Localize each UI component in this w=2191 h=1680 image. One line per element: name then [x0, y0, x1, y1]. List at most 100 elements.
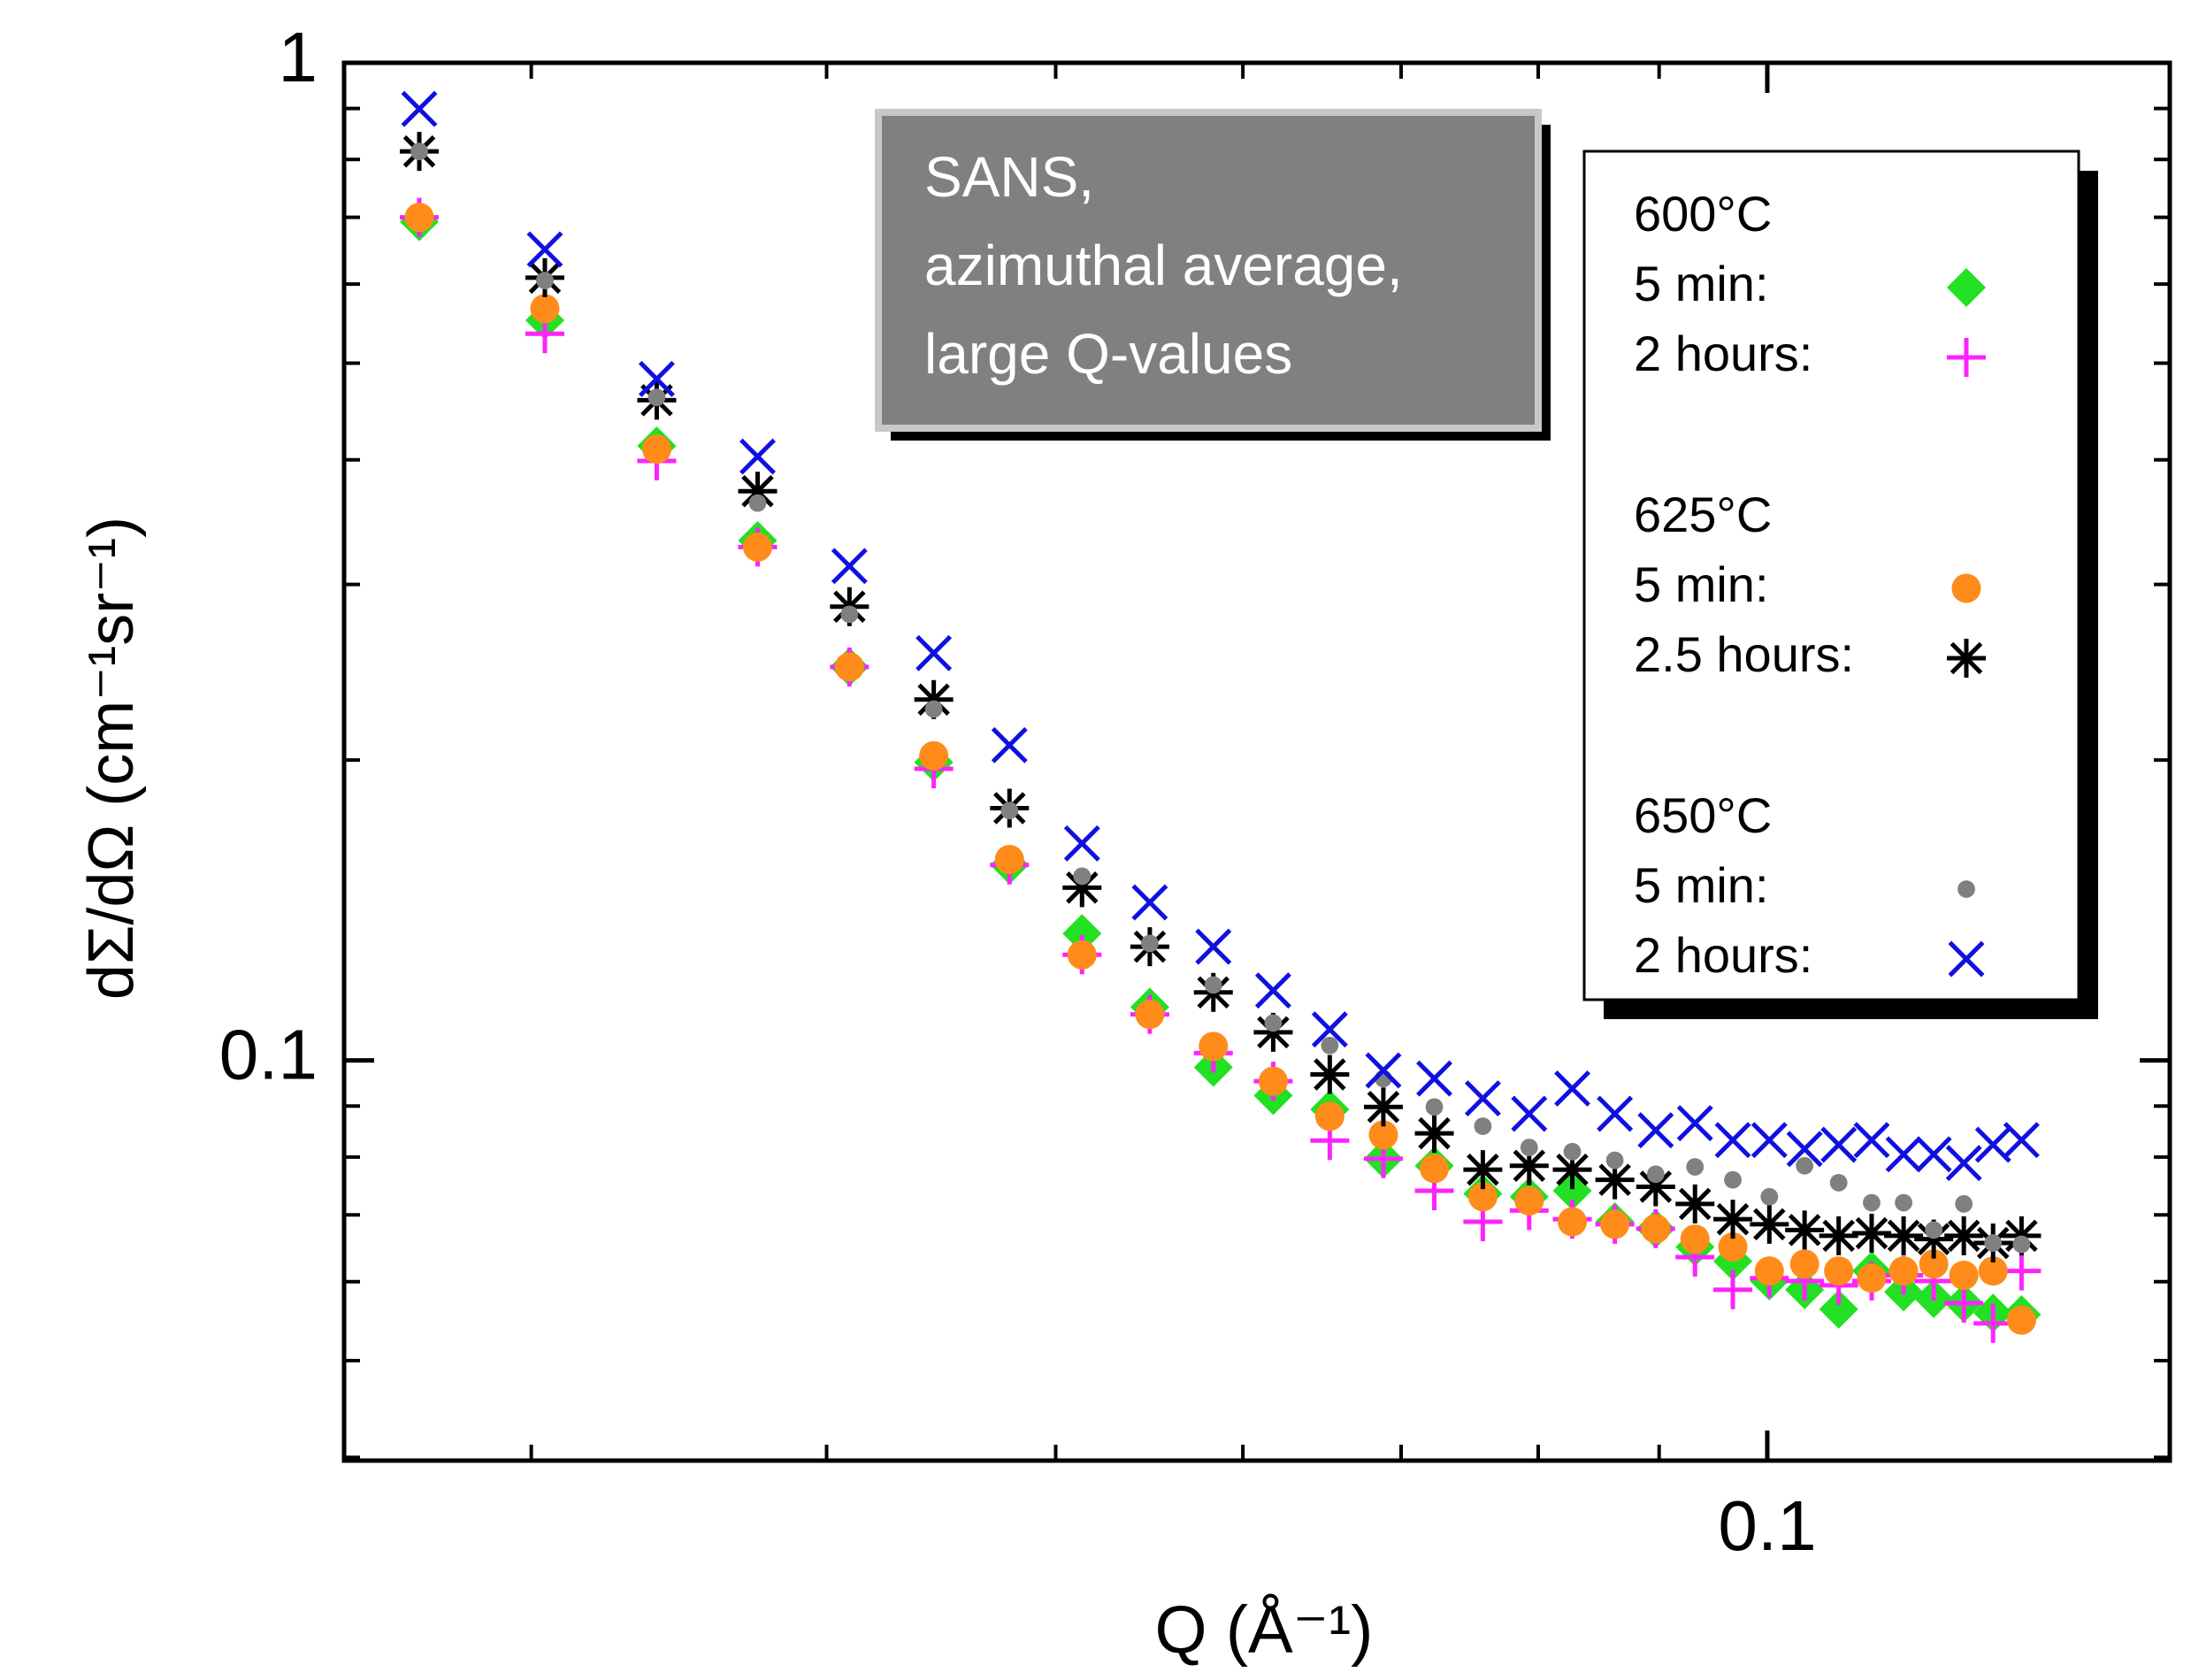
legend-marker	[1947, 338, 1986, 377]
data-point	[404, 203, 434, 233]
data-point	[1520, 1139, 1538, 1156]
legend-marker	[1947, 639, 1986, 678]
data-point	[1467, 1182, 1498, 1212]
data-point	[2002, 1251, 2042, 1291]
data-point	[738, 472, 778, 511]
annotation-text: SANS,	[924, 145, 1094, 209]
data-point	[1646, 1165, 1665, 1184]
data-point	[1195, 928, 1232, 965]
data-point	[748, 494, 767, 512]
data-point	[1944, 1216, 1984, 1255]
data-point	[1760, 1187, 1779, 1206]
data-point	[1063, 825, 1100, 862]
legend: 600°C 5 min: 2 hours: 625°C 5 min: 2.5 hours:…	[1582, 150, 2098, 1019]
data-point	[1363, 1087, 1403, 1127]
data-point	[1600, 1209, 1630, 1239]
x-tick-label: 0.1	[1718, 1486, 1816, 1565]
data-point	[1000, 802, 1019, 820]
data-point	[1754, 1256, 1784, 1286]
data-point	[1204, 976, 1222, 994]
data-point	[1863, 1193, 1881, 1212]
legend-marker	[1948, 940, 1985, 978]
data-point	[1796, 1156, 1814, 1175]
data-point	[1974, 1126, 2011, 1163]
data-point	[1944, 1284, 1984, 1323]
data-point	[641, 434, 671, 464]
data-point	[1853, 1122, 1890, 1159]
data-point	[1789, 1249, 1819, 1279]
legend-label: 5 min:	[1634, 256, 1769, 311]
data-point	[1675, 1184, 1715, 1224]
data-point	[647, 388, 666, 407]
data-point	[1514, 1185, 1544, 1216]
data-point	[1509, 1146, 1549, 1185]
data-point	[834, 652, 864, 682]
data-point	[1131, 884, 1168, 921]
legend-label: 2 hours:	[1634, 927, 1812, 983]
legend-box	[1582, 150, 2080, 1001]
data-point	[1511, 1095, 1548, 1132]
data-point	[1474, 1117, 1492, 1135]
data-point	[1945, 1145, 1982, 1182]
data-point	[1713, 1270, 1753, 1309]
data-point	[1414, 1114, 1454, 1154]
data-point	[1888, 1256, 1919, 1286]
data-point	[1914, 1219, 1954, 1259]
legend-label: 2.5 hours:	[1634, 626, 1854, 682]
data-point	[1253, 1012, 1293, 1052]
data-point	[1073, 867, 1092, 886]
data-point	[1824, 1256, 1854, 1286]
legend-marker	[1947, 268, 1986, 307]
data-point	[1199, 1032, 1229, 1062]
data-point	[1750, 1204, 1789, 1244]
data-point	[1915, 1136, 1952, 1173]
data-point	[991, 726, 1028, 763]
data-point	[1264, 1014, 1283, 1032]
data-point	[2006, 1305, 2036, 1335]
data-point	[1605, 1151, 1624, 1170]
data-point	[994, 845, 1024, 875]
data-point	[739, 438, 776, 475]
annotation-text: large Q-values	[924, 322, 1292, 386]
data-point	[1254, 972, 1291, 1009]
data-point	[2012, 1235, 2031, 1254]
data-point	[1420, 1154, 1450, 1184]
legend-group: 625°C	[1634, 487, 1772, 542]
data-point	[536, 272, 554, 289]
data-point	[924, 700, 943, 718]
data-point	[2003, 1122, 2040, 1159]
data-point	[1786, 1131, 1823, 1168]
data-point	[1820, 1126, 1858, 1163]
data-point	[1258, 1066, 1288, 1096]
data-point	[915, 634, 953, 671]
data-point	[1751, 1122, 1788, 1159]
data-point	[526, 231, 563, 268]
data-point	[1680, 1224, 1710, 1254]
data-point	[1978, 1256, 2008, 1286]
data-point	[1724, 1170, 1742, 1189]
data-point	[1135, 1000, 1165, 1030]
legend-group: 650°C	[1634, 787, 1772, 843]
data-point	[1713, 1200, 1753, 1239]
data-point	[1140, 934, 1159, 953]
data-point	[1595, 1160, 1635, 1200]
data-point	[1368, 1120, 1398, 1150]
data-point	[1919, 1249, 1949, 1279]
data-point	[1563, 1142, 1582, 1161]
data-point	[410, 142, 428, 161]
data-point	[1973, 1303, 2013, 1343]
data-point	[1949, 1260, 1979, 1290]
data-point	[1676, 1105, 1713, 1142]
data-point	[1425, 1098, 1444, 1116]
data-point	[742, 532, 772, 562]
data-point	[638, 360, 675, 397]
legend-marker	[1957, 880, 1975, 898]
data-point	[1365, 1052, 1402, 1089]
data-point	[1636, 1167, 1675, 1207]
data-point	[1311, 1011, 1348, 1048]
data-point	[401, 90, 438, 127]
data-point	[1686, 1158, 1705, 1176]
data-point	[1884, 1216, 1924, 1255]
data-point	[1558, 1207, 1588, 1237]
